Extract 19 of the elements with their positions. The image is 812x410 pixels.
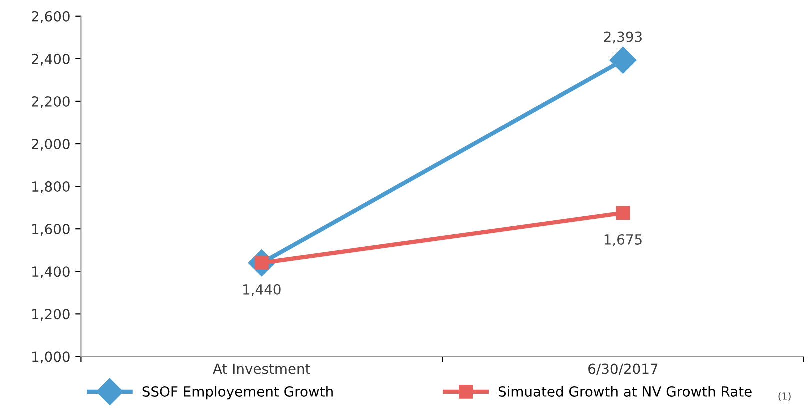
y-tick-label: 1,200	[32, 309, 70, 322]
point	[610, 46, 637, 74]
y-tick-label: 1,000	[32, 352, 70, 364]
data-label: 2,393	[604, 32, 642, 44]
x-tick-label: At Investment	[213, 364, 310, 374]
point	[616, 206, 630, 220]
legend-label: Simuated Growth at NV Growth Rate	[498, 386, 752, 397]
x-tick-label: 6/30/2017	[588, 364, 658, 376]
y-tick-label: 1,400	[32, 266, 70, 279]
data-label: 1,440	[244, 284, 281, 296]
y-tick-label: 2,600	[32, 11, 70, 24]
y-tick-label: 1,800	[32, 182, 70, 194]
y-tick-label: 2,400	[32, 54, 70, 66]
legend-label: SSOF Employement Growth	[142, 386, 333, 400]
y-tick-label: 2,200	[32, 96, 70, 108]
text: (1)	[778, 392, 791, 402]
y-tick-label: 2,000	[32, 138, 70, 151]
data-label: 1,675	[604, 234, 642, 246]
y-tick-label: 1,600	[32, 224, 70, 236]
